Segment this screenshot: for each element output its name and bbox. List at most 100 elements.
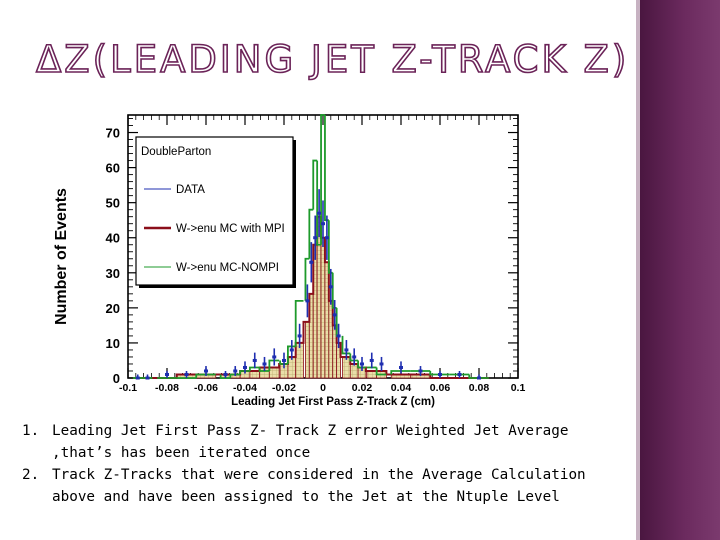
- data-point: [309, 260, 314, 264]
- legend-box: [135, 136, 294, 286]
- legend-entry-label: W->enu MC-NOMPI: [176, 262, 279, 274]
- mc-nompi-bin: [294, 299, 304, 347]
- mc-nompi-bin: [258, 367, 270, 372]
- data-point: [204, 369, 208, 373]
- data-point: [336, 334, 341, 338]
- legend-entry-label: DATA: [176, 184, 205, 196]
- x-tick-label: 0.04: [391, 382, 412, 394]
- data-point: [369, 358, 374, 362]
- mc-mpi-bar: [249, 370, 261, 379]
- mc-nompi-bin: [375, 367, 387, 376]
- y-tick-label: 0: [113, 371, 120, 386]
- data-point: [344, 348, 349, 352]
- y-axis-label: Number of Events: [53, 188, 70, 325]
- data-point: [135, 376, 140, 380]
- side-band: [640, 0, 720, 540]
- data-point: [252, 358, 257, 362]
- mc-mpi-bar: [349, 363, 359, 379]
- mc-nompi-bin: [341, 335, 351, 355]
- mc-nompi-bin: [219, 374, 231, 379]
- mc-nompi-bin: [308, 208, 314, 259]
- mc-nompi-bin: [279, 360, 288, 365]
- data-point: [272, 355, 277, 359]
- data-point: [233, 369, 238, 373]
- x-tick-label: -0.1: [119, 382, 137, 394]
- mc-mpi-bar: [295, 342, 304, 379]
- mc-nompi-bin: [287, 345, 296, 364]
- bullet-text: Leading Jet First Pass Z- Track Z error …: [52, 423, 569, 461]
- data-point: [360, 362, 364, 366]
- data-point: [223, 372, 228, 376]
- bullet-item: 2. Track Z-Tracks that were considered i…: [22, 464, 622, 508]
- y-tick-label: 30: [106, 266, 120, 281]
- x-tick-label: -0.04: [233, 382, 257, 394]
- legend-title: DoubleParton: [141, 146, 211, 158]
- mc-mpi-bar: [366, 370, 378, 379]
- bullet-number: 1.: [22, 423, 40, 439]
- y-tick-label: 60: [106, 161, 120, 176]
- mc-nompi-bin: [320, 114, 325, 245]
- mc-nompi-bin: [248, 366, 260, 371]
- mc-mpi-bar: [305, 321, 310, 379]
- data-point: [184, 372, 189, 376]
- data-point: [243, 365, 247, 369]
- data-point: [305, 299, 310, 303]
- histogram-chart: 0 10 20 30 40 50 60 70 -0.1 -0.08 -0.06 -0.04 -0.02 0…: [53, 114, 525, 408]
- data-point: [165, 372, 169, 376]
- data-point: [352, 355, 357, 359]
- mc-mpi-bar: [287, 356, 297, 379]
- x-tick-label: 0.08: [469, 382, 490, 394]
- data-point: [321, 222, 325, 226]
- x-tick-label: 0: [320, 382, 326, 394]
- mc-nompi-bin: [429, 370, 450, 376]
- data-point: [332, 313, 337, 317]
- mc-nompi-bin: [195, 373, 216, 378]
- x-axis-label: Leading Jet First Pass Z-Track Z (cm): [231, 396, 435, 408]
- slide-title: ΔZ(LEADING JET Z-TRACK Z): [35, 37, 630, 82]
- mc-mpi-bar: [268, 367, 280, 379]
- legend-entry-label: W->enu MC with MPI: [176, 223, 285, 235]
- mc-mpi-bar: [342, 356, 351, 379]
- mc-nompi-bin: [304, 257, 310, 301]
- mc-nompi-bin: [268, 359, 280, 371]
- x-tick-label: -0.06: [194, 382, 218, 394]
- bullet-text: Track Z-Tracks that were considered in t…: [52, 467, 586, 505]
- mc-nompi-bin: [349, 353, 359, 362]
- bullet-item: 1. Leading Jet First Pass Z- Track Z err…: [22, 420, 622, 464]
- x-tick-label: 0.02: [352, 382, 373, 394]
- data-point: [282, 358, 286, 362]
- data-point: [324, 236, 329, 240]
- data-point: [317, 211, 322, 215]
- data-point: [457, 372, 462, 376]
- data-point: [328, 285, 333, 289]
- data-point: [379, 362, 384, 366]
- mc-nompi-bin: [239, 370, 250, 375]
- mc-nompi-bin: [468, 374, 489, 379]
- y-tick-label: 70: [106, 126, 120, 141]
- bullet-number: 2.: [22, 467, 40, 483]
- y-tick-label: 50: [106, 196, 120, 211]
- data-point: [399, 365, 403, 369]
- data-point: [262, 362, 267, 366]
- data-point: [313, 236, 318, 240]
- y-tick-label: 40: [106, 231, 120, 246]
- x-tick-label: -0.08: [155, 382, 179, 394]
- mc-nompi-bin: [312, 159, 318, 210]
- data-point: [145, 376, 150, 380]
- mc-nompi-bin: [390, 370, 411, 375]
- data-point: [438, 372, 442, 376]
- mc-nompi-bin: [316, 160, 322, 246]
- histogram-figure: 0 10 20 30 40 50 60 70 -0.1 -0.08 -0.06 -0.04 -0.02 0…: [48, 110, 528, 410]
- x-tick-label: 0.06: [430, 382, 451, 394]
- data-point: [477, 376, 481, 380]
- mc-nompi-bin: [229, 373, 241, 378]
- y-tick-label: 20: [106, 301, 120, 316]
- mc-nompi-bin: [357, 360, 366, 369]
- data-point: [289, 348, 294, 352]
- y-tick-label: 10: [106, 336, 120, 351]
- bullet-list: 1. Leading Jet First Pass Z- Track Z err…: [22, 420, 622, 508]
- side-band-edge: [636, 0, 640, 540]
- data-point: [418, 369, 423, 373]
- data-point: [297, 334, 302, 338]
